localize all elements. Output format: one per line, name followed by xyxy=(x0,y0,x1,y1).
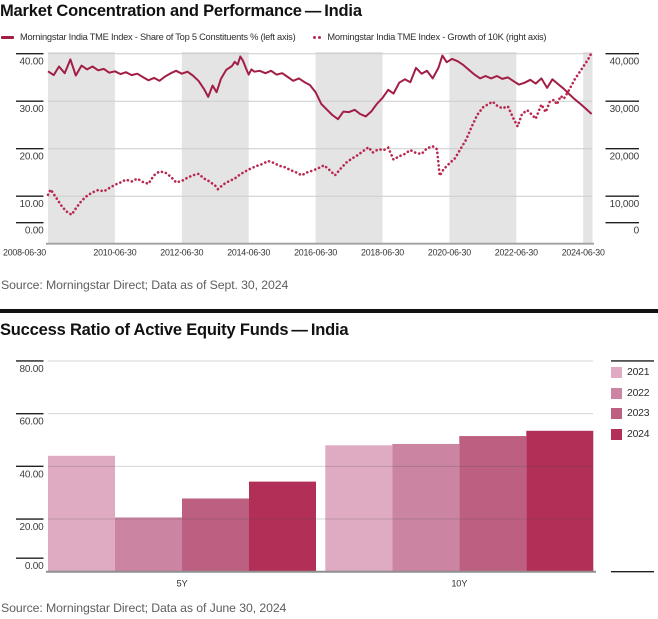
legend-item: 2024 xyxy=(611,428,650,440)
x-tick-label: 2018-06-30 xyxy=(361,248,404,258)
left-axis-label: 80.00 xyxy=(19,364,44,375)
chart1-legend: Morningstar India TME Index - Share of T… xyxy=(1,32,547,42)
legend-swatch-icon xyxy=(611,408,622,419)
legend-label: Morningstar India TME Index - Share of T… xyxy=(20,32,296,42)
legend-item: Morningstar India TME Index - Share of T… xyxy=(1,32,296,42)
x-tick-label: 2012-06-30 xyxy=(160,248,203,258)
left-axis-label: 30.00 xyxy=(19,104,44,115)
legend-label: 2024 xyxy=(627,428,650,440)
left-axis-label: 40.00 xyxy=(19,57,44,68)
bar-10Y-2021 xyxy=(325,445,393,572)
legend-item: 2021 xyxy=(611,367,650,378)
chart2-title: Success Ratio of Active Equity Funds — I… xyxy=(0,321,349,339)
x-tick-label: 2010-06-30 xyxy=(93,248,136,258)
shaded-band xyxy=(315,52,383,244)
left-axis-label: 60.00 xyxy=(19,417,44,428)
chart2-source: Source: Morningstar Direct; Data as of J… xyxy=(1,601,287,615)
x-category-label: 10Y xyxy=(451,579,467,589)
x-tick-label: 2014-06-30 xyxy=(227,248,270,258)
right-axis-label: 20,000 xyxy=(610,152,640,163)
growth-of-10k-series-path xyxy=(46,51,593,217)
bar-10Y-2024 xyxy=(526,430,594,572)
bar-5Y-2022 xyxy=(115,517,182,572)
x-category-label: 5Y xyxy=(177,579,188,589)
left-axis-label: 20.00 xyxy=(19,152,44,163)
bar-10Y-2022 xyxy=(392,443,460,572)
left-axis-label: 20.00 xyxy=(19,522,44,533)
dotted-line-marker-icon xyxy=(313,35,322,39)
left-axis-label: 40.00 xyxy=(19,469,44,480)
right-axis-label: 0 xyxy=(634,226,640,237)
x-tick-label: 2020-06-30 xyxy=(428,248,471,258)
right-axis-label: 30,000 xyxy=(610,104,640,115)
right-axis-label: 10,000 xyxy=(610,199,640,210)
bar-10Y-2023 xyxy=(459,436,527,572)
legend-item: 2023 xyxy=(611,408,650,419)
x-tick-label: 2022-06-30 xyxy=(495,248,538,258)
bar-5Y-2023 xyxy=(182,498,249,572)
left-axis-label: 10.00 xyxy=(19,199,44,210)
legend-swatch-icon xyxy=(611,367,622,378)
chart2-legend: 2021 2022 2023 2024 xyxy=(611,367,650,440)
left-axis-label: 0.00 xyxy=(25,226,44,237)
chart1-title: Market Concentration and Performance — I… xyxy=(0,2,362,20)
x-tick-label: 2024-06-30 xyxy=(562,248,605,258)
shaded-band xyxy=(181,52,249,244)
legend-swatch-icon xyxy=(611,387,622,399)
legend-label: 2022 xyxy=(627,387,650,399)
bar-chart-success-ratio: 5Y 10Y 0.00 20.00 40.00 60.00 80.00 xyxy=(16,360,654,589)
legend-label: 2021 xyxy=(627,367,650,378)
bar-5Y-2021 xyxy=(48,455,115,572)
legend-label: Morningstar India TME Index - Growth of … xyxy=(327,32,547,42)
solid-line-marker-icon xyxy=(1,35,14,39)
shaded-band xyxy=(449,52,517,244)
line-chart-market-concentration: 0.00 10.00 20.00 30.00 40.00 0 10,000 20,000 30,… xyxy=(3,51,640,258)
legend-item: 2022 xyxy=(611,387,650,399)
legend-item: Morningstar India TME Index - Growth of … xyxy=(313,32,547,42)
chart1-source: Source: Morningstar Direct; Data as of S… xyxy=(1,278,289,292)
bar-5Y-2024 xyxy=(249,481,316,572)
x-tick-label: 2008-06-30 xyxy=(3,248,46,258)
right-axis-label: 40,000 xyxy=(610,57,640,68)
legend-label: 2023 xyxy=(627,408,650,419)
x-tick-label: 2016-06-30 xyxy=(294,248,337,258)
left-axis-label: 0.00 xyxy=(25,561,44,572)
legend-swatch-icon xyxy=(611,428,622,440)
section-divider xyxy=(0,309,658,313)
share-of-top5-series-path xyxy=(47,54,593,121)
shaded-band xyxy=(48,52,115,244)
shaded-band xyxy=(583,52,593,244)
